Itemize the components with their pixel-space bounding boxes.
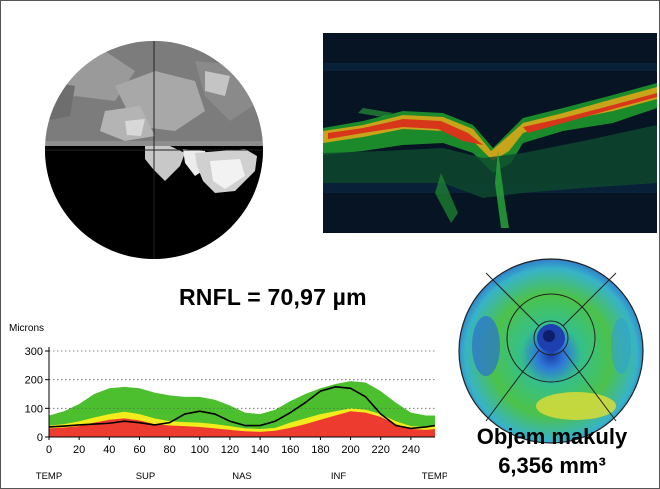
quadrant-label: SUP xyxy=(136,471,156,482)
macula-volume-value: 6,356 mm³ xyxy=(498,453,606,478)
y-axis-label: Microns xyxy=(9,323,44,334)
x-tick-label: 0 xyxy=(46,444,52,456)
y-tick-label: 100 xyxy=(25,403,43,415)
oct-scan xyxy=(323,33,657,233)
x-tick-label: 20 xyxy=(73,444,85,456)
quadrant-label: TEMP xyxy=(422,471,447,482)
y-tick-label: 0 xyxy=(37,432,43,444)
tsnit-chart: Microns 0 100 200 300 0 20 40 60 80 100 120 140 160 1… xyxy=(9,323,447,482)
x-tick-label: 200 xyxy=(341,444,359,456)
x-tick-label: 80 xyxy=(164,444,176,456)
rnfl-measured-line xyxy=(48,386,436,430)
x-tick-label: 240 xyxy=(402,444,420,456)
abnormal-band xyxy=(49,411,435,437)
x-tick-label: 60 xyxy=(133,444,145,456)
x-tick-label: 160 xyxy=(281,444,299,456)
x-tick-label: 100 xyxy=(191,444,209,456)
x-tick-label: 40 xyxy=(103,444,115,456)
fundus-map xyxy=(45,41,263,259)
y-tick-label: 300 xyxy=(25,346,43,358)
x-tick-label: 140 xyxy=(251,444,269,456)
x-tick-label: 220 xyxy=(372,444,390,456)
macula-thickness-map xyxy=(458,258,644,444)
rnfl-value-label: RNFL = 70,97 µm xyxy=(179,284,367,310)
x-tick-label: 180 xyxy=(311,444,329,456)
quadrant-label: TEMP xyxy=(36,471,62,482)
quadrant-label: NAS xyxy=(232,471,252,482)
quadrant-label: INF xyxy=(331,471,347,482)
y-tick-label: 200 xyxy=(25,375,43,387)
x-tick-label: 120 xyxy=(221,444,239,456)
macula-volume-label: Objem makuly xyxy=(476,424,628,449)
